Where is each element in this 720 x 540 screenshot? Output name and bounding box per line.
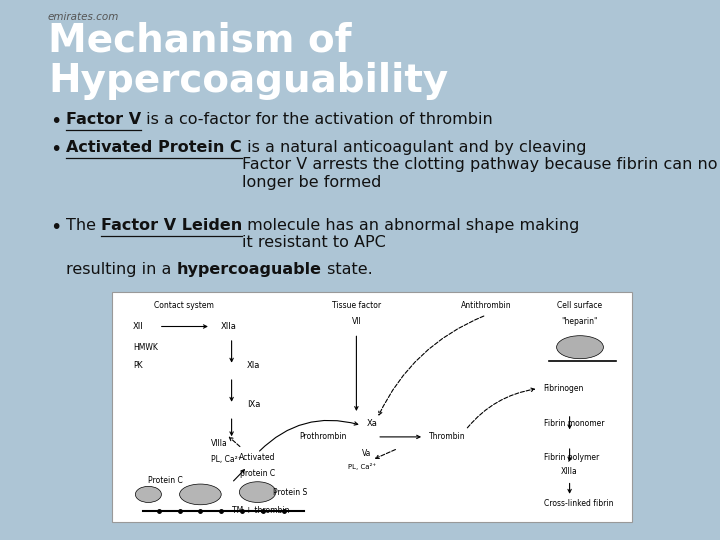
FancyBboxPatch shape [112,292,632,522]
Text: resulting in a: resulting in a [66,262,176,277]
Text: Cross-linked fibrin: Cross-linked fibrin [544,499,613,508]
Text: emirates.com: emirates.com [48,12,120,22]
Text: PL, Ca²⁺: PL, Ca²⁺ [211,455,242,464]
Text: Hypercoaguability: Hypercoaguability [48,62,449,100]
Text: VIIIa: VIIIa [211,440,228,448]
Text: is a co-factor for the activation of thrombin: is a co-factor for the activation of thr… [141,112,493,127]
Text: Fibrin polymer: Fibrin polymer [544,453,599,462]
Text: state.: state. [322,262,372,277]
Text: "heparin": "heparin" [562,318,598,326]
Text: molecule has an abnormal shape making
it resistant to APC: molecule has an abnormal shape making it… [243,218,580,251]
Text: Xa: Xa [366,418,378,428]
Text: Mechanism of: Mechanism of [48,22,351,60]
Ellipse shape [240,482,276,502]
Text: Factor V: Factor V [66,112,141,127]
Text: is a natural anticoagulant and by cleaving
Factor V arrests the clotting pathway: is a natural anticoagulant and by cleavi… [242,140,717,190]
Text: Thrombin: Thrombin [429,433,466,441]
Text: Va: Va [362,449,372,457]
Text: Prothrombin: Prothrombin [300,433,346,441]
Text: Fibrinogen: Fibrinogen [544,384,584,393]
Ellipse shape [179,484,221,505]
Text: VII: VII [351,318,361,326]
Text: XIIa: XIIa [221,322,237,331]
Text: •: • [50,112,61,131]
Text: Protein S: Protein S [273,488,307,497]
Text: PK: PK [132,361,143,370]
Text: Contact system: Contact system [153,301,213,310]
Text: The: The [66,218,101,233]
Text: PL, Ca²⁺: PL, Ca²⁺ [348,463,376,470]
Text: Fibrin monomer: Fibrin monomer [544,418,604,428]
Text: Antithrombin: Antithrombin [461,301,512,310]
Ellipse shape [557,336,603,359]
Text: TM + thrombin: TM + thrombin [232,506,289,515]
Text: XII: XII [132,322,143,331]
Text: XIIIa: XIIIa [561,467,578,476]
Text: HMWK: HMWK [132,343,158,352]
Text: Cell surface: Cell surface [557,301,603,310]
Text: IXa: IXa [247,400,261,409]
Text: protein C: protein C [240,469,275,478]
Ellipse shape [135,487,161,502]
Text: Tissue factor: Tissue factor [332,301,381,310]
Text: •: • [50,140,61,159]
Text: Activated: Activated [239,453,276,462]
Text: Activated Protein C: Activated Protein C [66,140,242,155]
Text: XIa: XIa [247,361,261,370]
Text: Factor V Leiden: Factor V Leiden [101,218,243,233]
Text: •: • [50,218,61,237]
Text: Protein C: Protein C [148,476,183,485]
Text: hypercoaguable: hypercoaguable [176,262,322,277]
